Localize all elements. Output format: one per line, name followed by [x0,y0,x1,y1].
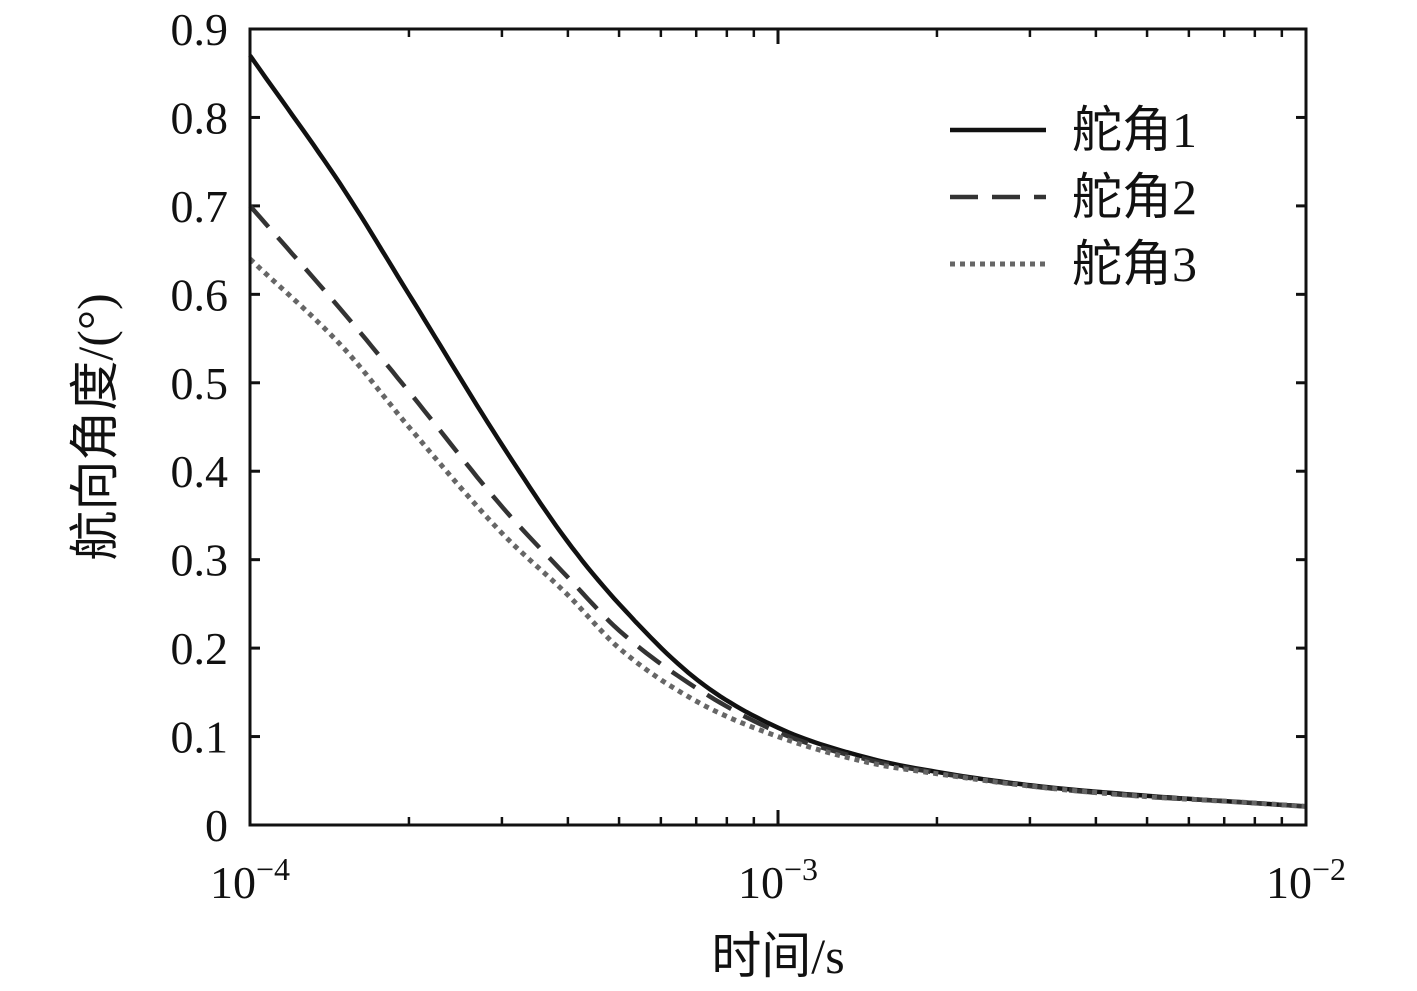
y-tick-label: 0.8 [171,92,229,143]
series-line-3 [248,257,1307,809]
y-axis-title: 航向角度/(°) [67,293,123,560]
x-tick-label: 10−3 [738,851,818,908]
ticks-layer [248,27,1308,827]
plot-frame [248,27,1308,827]
y-tick-label: 0.1 [171,712,229,763]
series-line-2 [248,204,1307,809]
y-tick-label: 0 [205,800,228,851]
legend: 舵角1 舵角2 舵角3 [950,102,1197,292]
y-tick-label: 0.6 [171,269,229,320]
x-tick-label: 10−2 [1266,851,1346,908]
x-axis-title: 时间/s [711,928,844,984]
labels-layer: 0 0.1 0.2 0.3 0.4 0.5 0.6 0.7 0.8 0.9 10−4 10−3 10−2 [171,4,1347,908]
y-tick-label: 0.3 [171,535,229,586]
x-tick-label: 10−4 [210,851,290,908]
y-tick-label: 0.4 [171,446,229,497]
y-tick-label: 0.2 [171,623,229,674]
y-tick-label: 0.5 [171,358,229,409]
lines-layer [248,54,1307,809]
legend-label-1: 舵角1 [1072,102,1197,158]
legend-label-2: 舵角2 [1072,169,1197,225]
y-tick-label: 0.7 [171,181,229,232]
legend-label-3: 舵角3 [1072,236,1197,292]
y-tick-label: 0.9 [171,4,229,55]
